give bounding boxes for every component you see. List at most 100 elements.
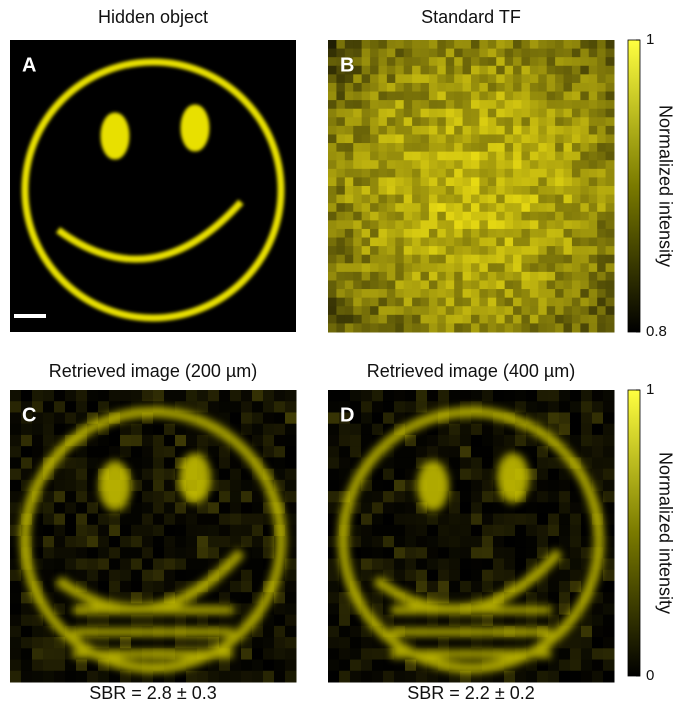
panel-image bbox=[328, 40, 615, 333]
image-pixel bbox=[120, 558, 132, 570]
image-pixel bbox=[493, 570, 505, 582]
image-pixel bbox=[555, 203, 564, 212]
image-pixel bbox=[274, 615, 286, 627]
image-pixel bbox=[606, 246, 615, 255]
image-pixel bbox=[460, 525, 472, 537]
image-pixel bbox=[589, 57, 598, 66]
image-pixel bbox=[404, 177, 413, 186]
image-pixel bbox=[241, 390, 253, 402]
image-pixel bbox=[547, 49, 556, 58]
image-pixel bbox=[404, 40, 413, 49]
image-pixel bbox=[589, 203, 598, 212]
image-pixel bbox=[353, 298, 362, 307]
image-pixel bbox=[564, 229, 573, 238]
image-pixel bbox=[370, 289, 379, 298]
image-pixel bbox=[416, 671, 428, 683]
image-pixel bbox=[603, 603, 615, 615]
image-pixel bbox=[538, 100, 547, 109]
image-pixel bbox=[164, 502, 176, 514]
image-pixel bbox=[437, 177, 446, 186]
image-pixel bbox=[328, 401, 340, 413]
image-pixel bbox=[555, 289, 564, 298]
image-pixel bbox=[479, 203, 488, 212]
image-pixel bbox=[496, 160, 505, 169]
image-pixel bbox=[109, 435, 121, 447]
image-pixel bbox=[454, 229, 463, 238]
image-pixel bbox=[437, 126, 446, 135]
image-pixel bbox=[263, 671, 275, 683]
image-pixel bbox=[328, 143, 337, 152]
image-pixel bbox=[538, 255, 547, 264]
image-pixel bbox=[263, 626, 275, 638]
image-pixel bbox=[564, 117, 573, 126]
image-pixel bbox=[513, 229, 522, 238]
image-pixel bbox=[421, 109, 430, 118]
image-pixel bbox=[521, 83, 530, 92]
image-pixel bbox=[32, 435, 44, 447]
image-pixel bbox=[547, 263, 556, 272]
image-pixel bbox=[383, 547, 395, 559]
image-pixel bbox=[449, 615, 461, 627]
image-pixel bbox=[530, 212, 539, 221]
image-pixel bbox=[328, 92, 337, 101]
image-pixel bbox=[274, 401, 286, 413]
image-pixel bbox=[505, 49, 514, 58]
image-pixel bbox=[219, 547, 231, 559]
image-pixel bbox=[454, 83, 463, 92]
image-pixel bbox=[479, 195, 488, 204]
image-pixel bbox=[438, 547, 450, 559]
image-pixel bbox=[43, 626, 55, 638]
image-pixel bbox=[274, 648, 286, 660]
image-pixel bbox=[208, 547, 220, 559]
image-pixel bbox=[463, 143, 472, 152]
image-pixel bbox=[412, 289, 421, 298]
image-pixel bbox=[263, 401, 275, 413]
image-pixel bbox=[395, 83, 404, 92]
image-pixel bbox=[54, 390, 66, 402]
image-pixel bbox=[370, 315, 379, 324]
image-pixel bbox=[592, 446, 604, 458]
image-pixel bbox=[580, 169, 589, 178]
image-pixel bbox=[547, 195, 556, 204]
image-pixel bbox=[394, 514, 406, 526]
image-pixel bbox=[505, 220, 514, 229]
image-pixel bbox=[54, 671, 66, 683]
image-pixel bbox=[463, 152, 472, 161]
image-pixel bbox=[109, 401, 121, 413]
image-pixel bbox=[404, 152, 413, 161]
image-pixel bbox=[446, 238, 455, 247]
image-pixel bbox=[559, 581, 571, 593]
image-pixel bbox=[353, 40, 362, 49]
image-pixel bbox=[10, 491, 22, 503]
image-pixel bbox=[572, 280, 581, 289]
image-pixel bbox=[109, 390, 121, 402]
image-pixel bbox=[186, 615, 198, 627]
image-pixel bbox=[252, 536, 264, 548]
image-pixel bbox=[606, 143, 615, 152]
image-pixel bbox=[488, 272, 497, 281]
image-pixel bbox=[555, 92, 564, 101]
image-pixel bbox=[353, 323, 362, 332]
image-pixel bbox=[570, 390, 582, 402]
image-pixel bbox=[76, 536, 88, 548]
image-pixel bbox=[404, 109, 413, 118]
image-pixel bbox=[370, 306, 379, 315]
image-pixel bbox=[87, 671, 99, 683]
image-pixel bbox=[378, 203, 387, 212]
image-pixel bbox=[548, 660, 560, 672]
image-pixel bbox=[454, 40, 463, 49]
image-pixel bbox=[559, 491, 571, 503]
image-pixel bbox=[285, 558, 297, 570]
image-pixel bbox=[383, 558, 395, 570]
image-pixel bbox=[521, 280, 530, 289]
image-pixel bbox=[438, 671, 450, 683]
image-pixel bbox=[197, 435, 209, 447]
image-pixel bbox=[548, 390, 560, 402]
image-pixel bbox=[446, 289, 455, 298]
image-pixel bbox=[285, 491, 297, 503]
image-pixel bbox=[488, 229, 497, 238]
image-pixel bbox=[526, 660, 538, 672]
image-pixel bbox=[471, 457, 483, 469]
image-pixel bbox=[505, 298, 514, 307]
image-pixel bbox=[537, 671, 549, 683]
